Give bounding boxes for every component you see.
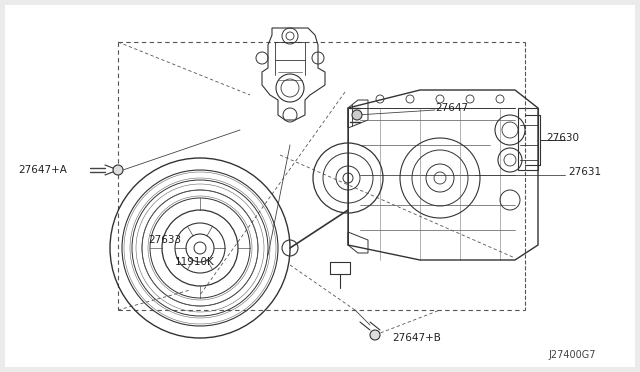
Circle shape bbox=[113, 165, 123, 175]
Text: J27400G7: J27400G7 bbox=[548, 350, 595, 360]
Text: 27647+A: 27647+A bbox=[18, 165, 67, 175]
Text: 27647+B: 27647+B bbox=[392, 333, 441, 343]
Circle shape bbox=[352, 110, 362, 120]
Text: 27633: 27633 bbox=[148, 235, 181, 245]
Text: 27647: 27647 bbox=[435, 103, 468, 113]
Circle shape bbox=[370, 330, 380, 340]
Text: 27631: 27631 bbox=[568, 167, 601, 177]
Text: 27630: 27630 bbox=[546, 133, 579, 143]
Text: 11910K: 11910K bbox=[175, 257, 215, 267]
